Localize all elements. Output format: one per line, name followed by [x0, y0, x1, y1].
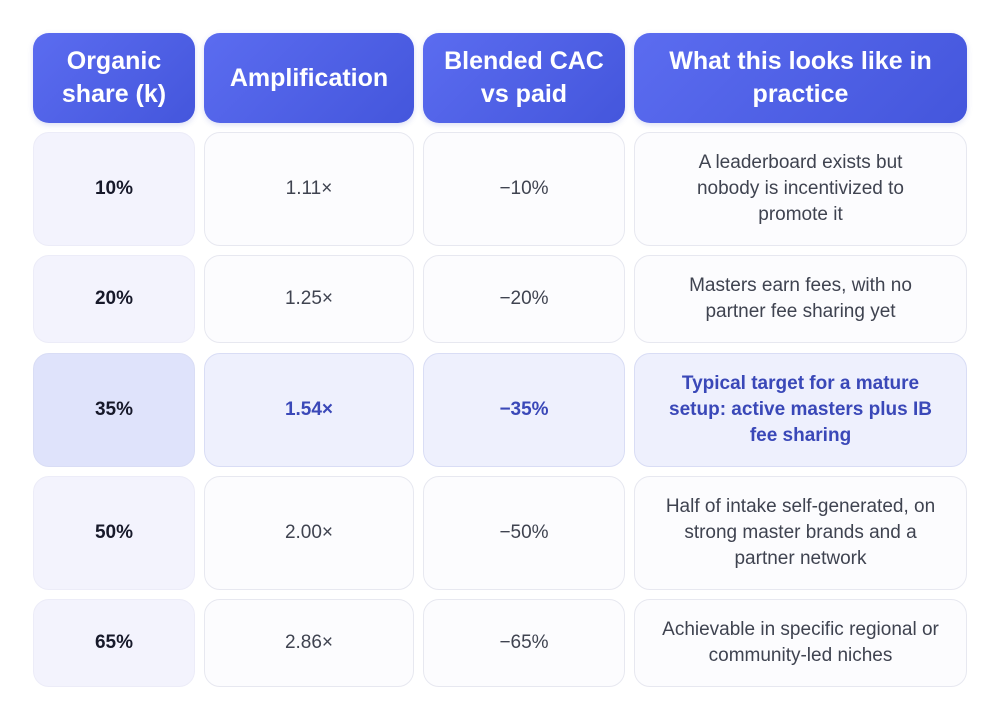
amplification-value: 2.86× — [284, 632, 334, 653]
header-organic-share: Organic share (k) — [33, 33, 195, 123]
header-amplification: Amplification — [204, 33, 414, 123]
cac-value: −10% — [499, 178, 549, 199]
table-row-4-amplification: 2.00× — [204, 476, 414, 590]
practice-text: Half of intake self-generated, on strong… — [665, 496, 936, 569]
cac-value: −50% — [499, 522, 549, 543]
header-amplification-label: Amplification — [229, 63, 389, 92]
table-row-1-share: 10% — [33, 132, 195, 246]
table-row-2-amplification: 1.25× — [204, 255, 414, 343]
share-value: 10% — [94, 178, 134, 199]
amplification-value: 1.54× — [284, 399, 334, 420]
table-row-2-practice: Masters earn fees, with no partner fee s… — [634, 255, 967, 343]
practice-text: Masters earn fees, with no partner fee s… — [689, 275, 912, 322]
header-blended-cac: Blended CAC vs paid — [423, 33, 625, 123]
cac-value: −20% — [499, 288, 549, 309]
table-row-1-cac: −10% — [423, 132, 625, 246]
amplification-value: 1.11× — [285, 178, 333, 199]
cac-value: −35% — [499, 399, 549, 420]
table-row-3-cac: −35% — [423, 353, 625, 467]
amplification-value: 1.25× — [284, 288, 334, 309]
cac-value: −65% — [499, 632, 549, 653]
practice-text: Achievable in specific regional or commu… — [662, 619, 939, 666]
practice-text: A leaderboard exists but nobody is incen… — [696, 152, 904, 225]
table-row-2-share: 20% — [33, 255, 195, 343]
table-row-5-amplification: 2.86× — [204, 599, 414, 687]
table-row-5-share: 65% — [33, 599, 195, 687]
table-row-3-amplification: 1.54× — [204, 353, 414, 467]
table-row-4-cac: −50% — [423, 476, 625, 590]
table-row-4-practice: Half of intake self-generated, on strong… — [634, 476, 967, 590]
table-row-1-amplification: 1.11× — [204, 132, 414, 246]
share-value: 50% — [94, 522, 134, 543]
table-row-3-share: 35% — [33, 353, 195, 467]
share-value: 35% — [94, 399, 134, 420]
table-row-3-practice: Typical target for a mature setup: activ… — [634, 353, 967, 467]
header-blended-cac-label: Blended CAC vs paid — [444, 47, 604, 108]
header-organic-share-label: Organic share (k) — [61, 47, 167, 108]
header-practice-label: What this looks like in practice — [669, 47, 932, 108]
table-row-4-share: 50% — [33, 476, 195, 590]
table-row-2-cac: −20% — [423, 255, 625, 343]
table-row-5-cac: −65% — [423, 599, 625, 687]
share-value: 65% — [94, 632, 134, 653]
share-value: 20% — [94, 288, 134, 309]
table-row-5-practice: Achievable in specific regional or commu… — [634, 599, 967, 687]
table-row-1-practice: A leaderboard exists but nobody is incen… — [634, 132, 967, 246]
practice-text: Typical target for a mature setup: activ… — [669, 373, 932, 446]
header-practice: What this looks like in practice — [634, 33, 967, 123]
amplification-value: 2.00× — [284, 522, 334, 543]
